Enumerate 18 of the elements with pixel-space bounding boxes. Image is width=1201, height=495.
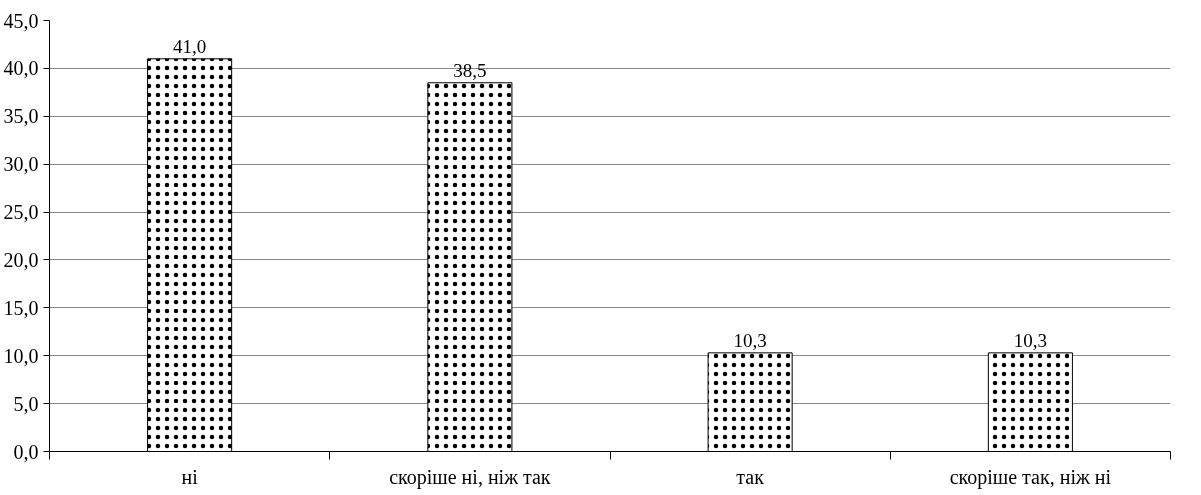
x-tick-label: скоріше так, ніж ні xyxy=(949,465,1112,489)
x-tick-label: так xyxy=(736,465,765,488)
y-tick-label: 35,0 xyxy=(3,105,39,128)
data-label: 10,3 xyxy=(1013,329,1047,351)
y-tick-label: 30,0 xyxy=(3,153,39,176)
y-tick-label: 45,0 xyxy=(3,9,39,32)
data-label: 38,5 xyxy=(453,59,487,81)
y-tick-label: 5,0 xyxy=(13,392,39,415)
y-tick-label: 10,0 xyxy=(3,344,39,367)
data-label: 10,3 xyxy=(733,329,767,351)
x-tick-label: скоріше ні, ніж так xyxy=(389,465,551,489)
y-tick-label: 25,0 xyxy=(3,201,39,224)
x-tick-label: ні xyxy=(181,465,199,488)
y-tick-label: 15,0 xyxy=(3,296,39,319)
y-tick-label: 40,0 xyxy=(3,57,39,80)
y-tick-label: 0,0 xyxy=(13,440,39,463)
y-tick-label: 20,0 xyxy=(3,248,39,271)
data-label: 41,0 xyxy=(173,35,207,57)
